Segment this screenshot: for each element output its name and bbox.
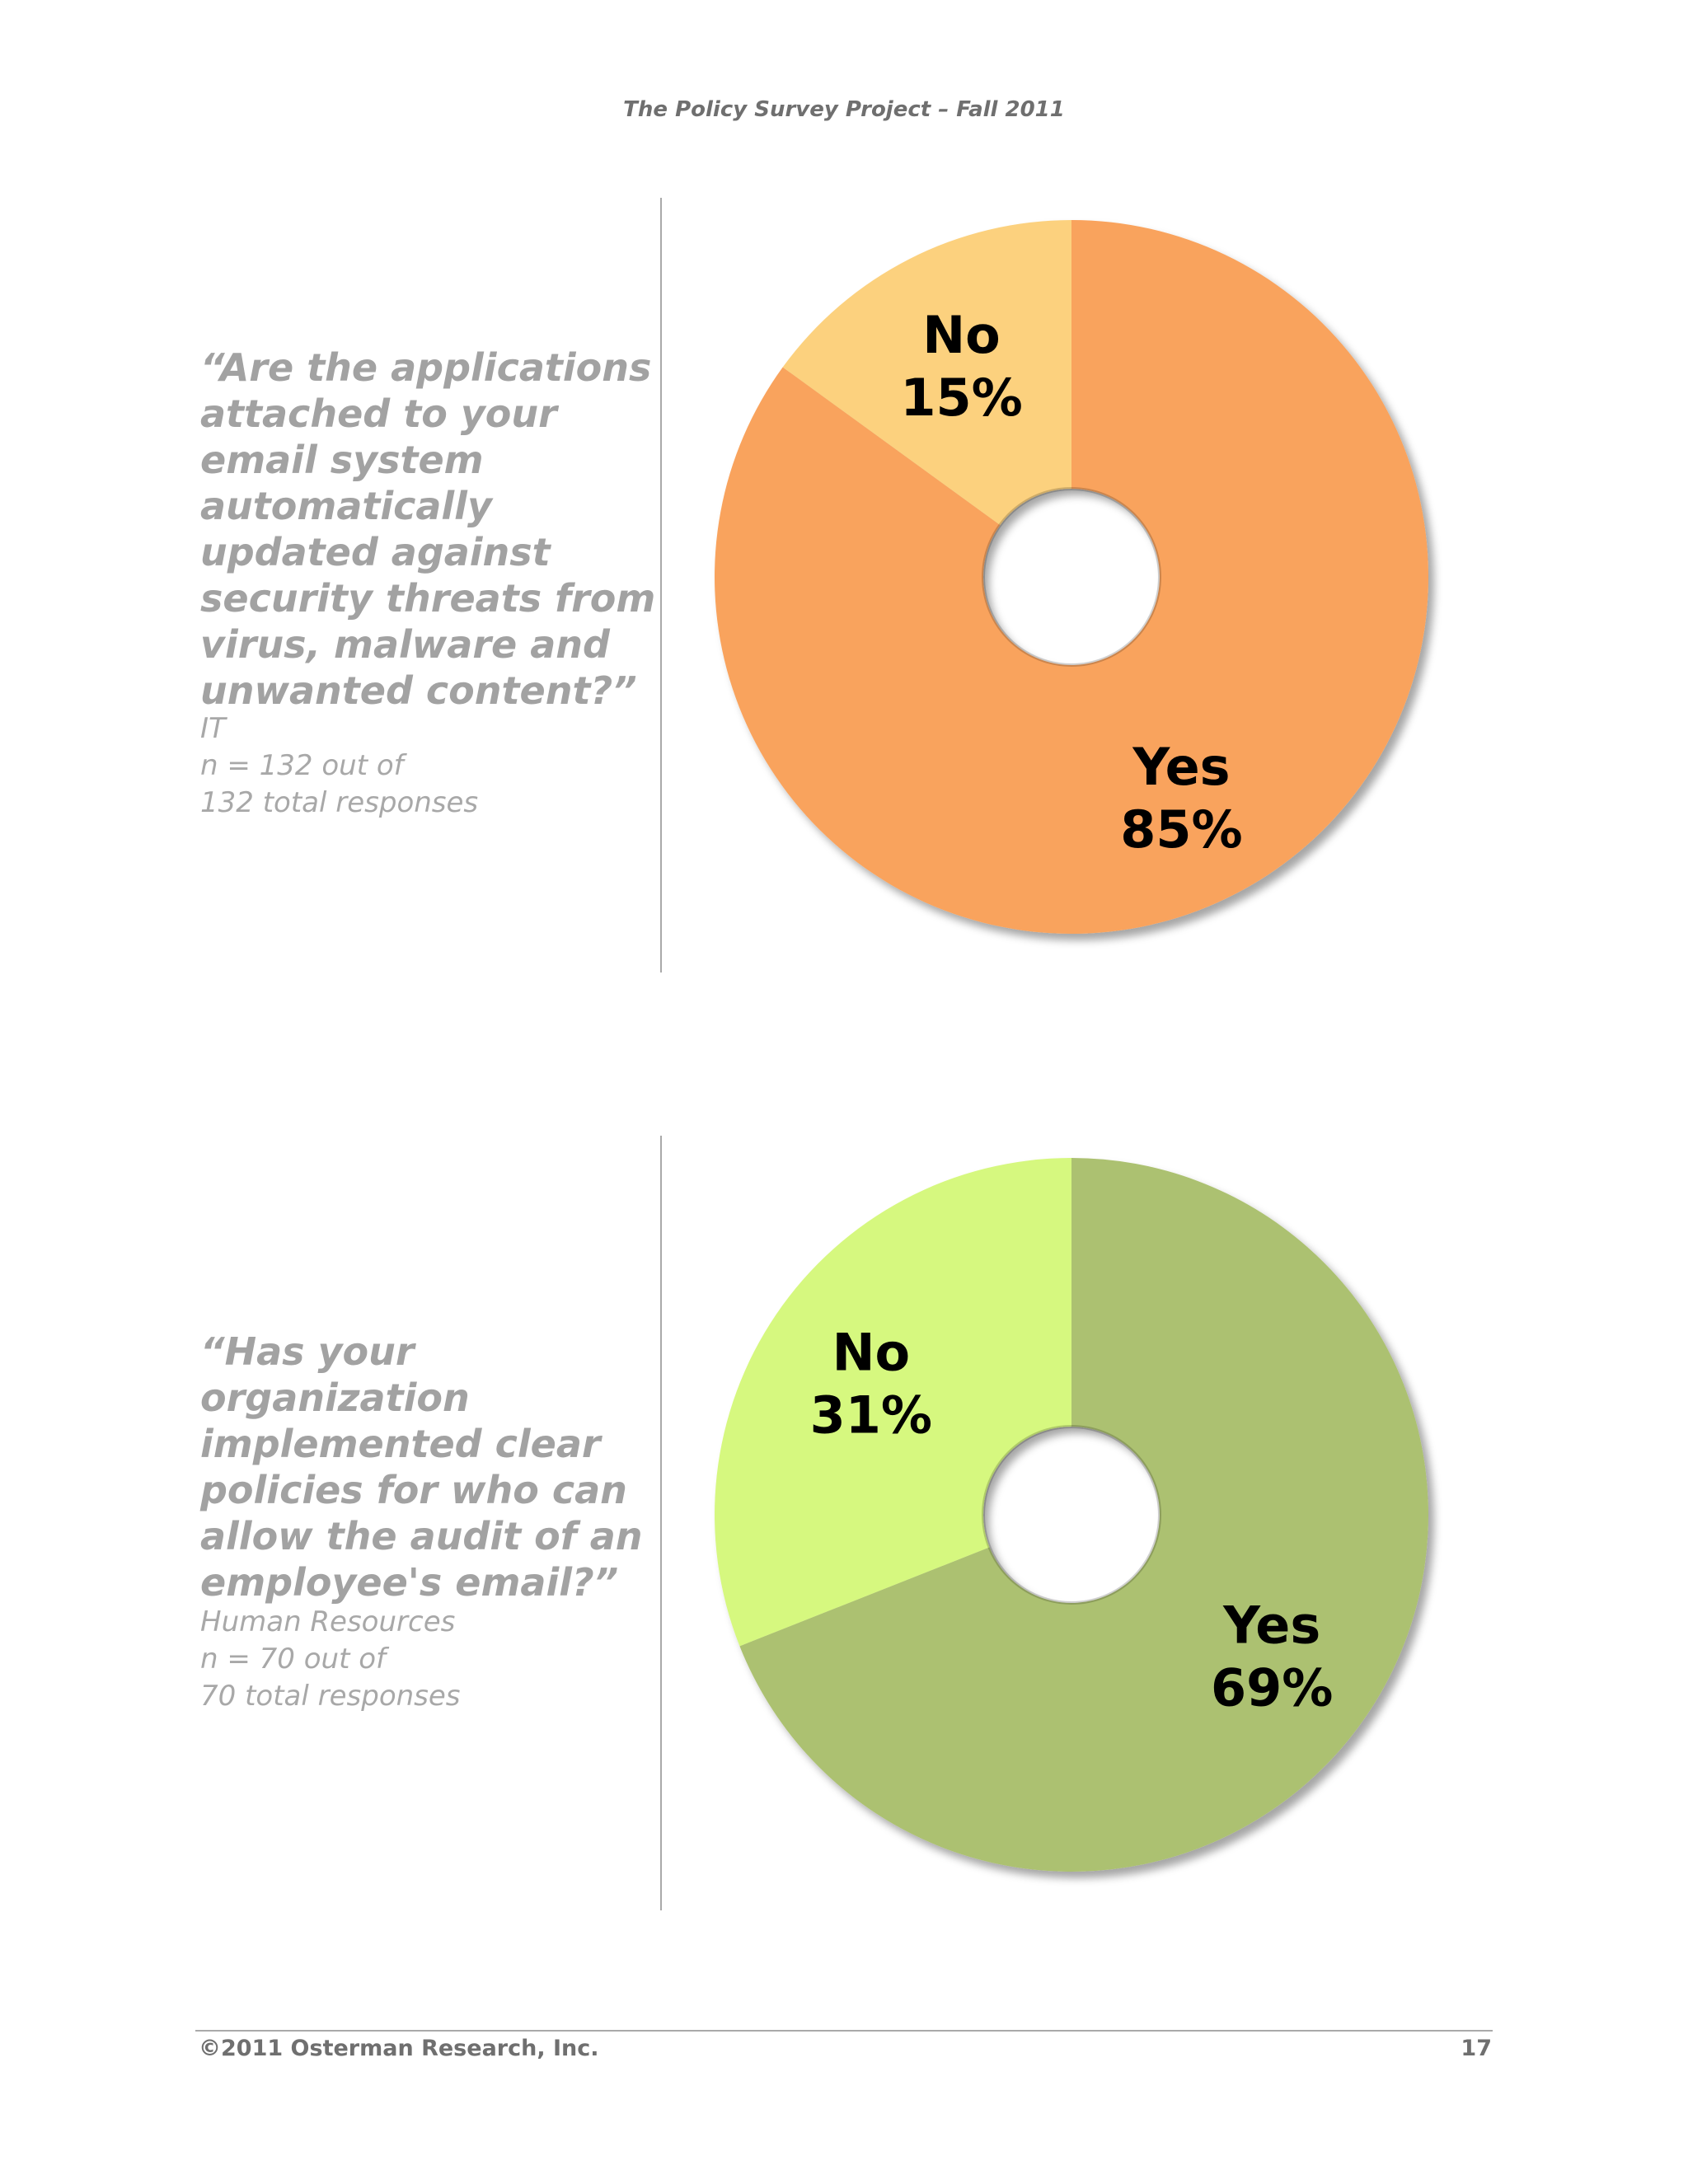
response-count: n = 132 out of bbox=[200, 749, 404, 782]
response-info: IT n = 132 out of 132 total responses bbox=[200, 710, 629, 822]
slice-label-no: No bbox=[922, 305, 1000, 365]
pie-slice-no bbox=[714, 1158, 1071, 1647]
slice-label-yes: Yes bbox=[1222, 1595, 1320, 1655]
chart-section-2: “Has your organization implemented clear… bbox=[0, 1136, 1688, 1910]
footer-copyright: ©2011 Osterman Research, Inc. bbox=[199, 2036, 599, 2061]
slice-value-no: 15% bbox=[900, 368, 1022, 428]
chart-section-1: “Are the applications attached to your e… bbox=[0, 198, 1688, 972]
pie-slice-yes bbox=[739, 1158, 1428, 1872]
pie-slice-no bbox=[782, 220, 1071, 526]
page-header: The Policy Survey Project – Fall 2011 bbox=[623, 97, 1065, 122]
footer-divider bbox=[195, 2030, 1493, 2032]
pie-slice-yes bbox=[714, 220, 1428, 934]
page-number: 17 bbox=[1461, 2036, 1492, 2061]
slice-value-yes: 69% bbox=[1211, 1657, 1333, 1718]
donut-hole bbox=[982, 1425, 1161, 1605]
slice-label-yes: Yes bbox=[1132, 737, 1230, 797]
survey-question: “Has your organization implemented clear… bbox=[200, 1329, 643, 1605]
response-count: n = 70 out of bbox=[200, 1643, 386, 1675]
response-info: Human Resources n = 70 out of 70 total r… bbox=[200, 1604, 629, 1715]
slice-value-no: 31% bbox=[810, 1385, 932, 1446]
survey-question: “Are the applications attached to your e… bbox=[200, 345, 656, 713]
divider-line bbox=[660, 198, 662, 972]
slice-value-yes: 85% bbox=[1120, 799, 1242, 860]
divider-line bbox=[660, 1136, 662, 1910]
response-total: 132 total responses bbox=[200, 786, 479, 819]
donut-hole bbox=[982, 487, 1161, 667]
response-total: 70 total responses bbox=[200, 1680, 461, 1713]
respondent-group: Human Resources bbox=[200, 1605, 456, 1638]
slice-label-no: No bbox=[832, 1323, 910, 1383]
respondent-group: IT bbox=[200, 712, 226, 745]
